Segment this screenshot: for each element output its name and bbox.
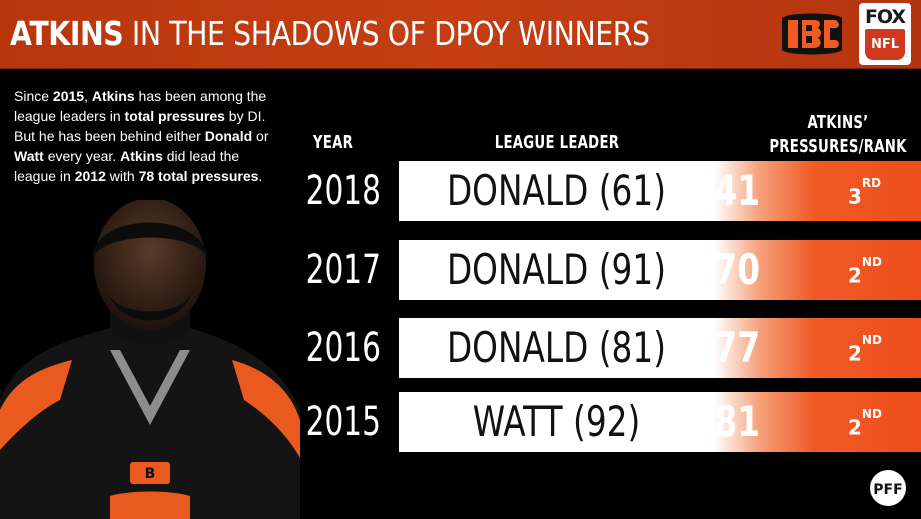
- player-photo: B: [0, 200, 300, 519]
- pressures-cell: [714, 318, 921, 378]
- blurb-text: has been among the league leaders in: [14, 88, 267, 124]
- col-head-league-leader: LEAGUE LEADER: [494, 132, 620, 153]
- leader-cell: WATT (92): [399, 392, 714, 452]
- atkins-rank: 2ND: [848, 318, 882, 378]
- rank-suffix: ND: [861, 333, 882, 347]
- row-year: 2015: [305, 399, 381, 445]
- table-row: 2017 DONALD (91) 70 2ND: [296, 240, 921, 300]
- blurb-emphasis: 2015: [52, 88, 85, 104]
- blurb-text: by DI. But he has been behind either: [14, 108, 266, 144]
- pressures-cell: [714, 161, 921, 221]
- row-year: 2016: [305, 325, 381, 371]
- col-head-pressures-line1: ATKINS’: [807, 112, 869, 133]
- league-leader-name: DONALD (81): [446, 323, 667, 372]
- blurb-text: with: [105, 168, 139, 184]
- rank-number: 3: [848, 184, 862, 209]
- blurb-text: every year.: [43, 148, 121, 164]
- title-bar: ATKINS IN THE SHADOWS OF DPOY WINNERS FO…: [0, 0, 921, 69]
- blurb-emphasis: total pressures: [124, 108, 225, 124]
- blurb-text: or: [252, 128, 269, 144]
- page-title: ATKINS IN THE SHADOWS OF DPOY WINNERS: [10, 14, 650, 53]
- league-leader-name: WATT (92): [472, 397, 641, 446]
- pressures-cell: [714, 240, 921, 300]
- intro-blurb: Since 2015, Atkins has been among the le…: [14, 86, 276, 186]
- col-head-year: YEAR: [312, 132, 354, 153]
- fox-logo-text: FOX: [864, 6, 906, 28]
- fox-nfl-logo: FOX NFL: [859, 3, 911, 65]
- blurb-emphasis: Atkins: [91, 88, 135, 104]
- leader-cell: DONALD (61): [399, 161, 714, 221]
- rank-suffix: RD: [861, 176, 882, 190]
- blurb-emphasis: Atkins: [120, 148, 163, 164]
- row-year: 2018: [305, 168, 381, 214]
- atkins-rank: 3RD: [848, 161, 881, 221]
- atkins-pressures: 41: [714, 166, 760, 215]
- blurb-emphasis: 2012: [74, 168, 106, 184]
- nfl-shield-icon: NFL: [865, 29, 905, 60]
- rank-suffix: ND: [861, 255, 882, 269]
- pff-logo-icon: PFF: [870, 470, 906, 506]
- pressures-cell: [714, 392, 921, 452]
- blurb-emphasis: 78 total pressures: [138, 168, 259, 184]
- atkins-pressures: 70: [714, 245, 760, 294]
- leader-cell: DONALD (81): [399, 318, 714, 378]
- leader-cell: DONALD (91): [399, 240, 714, 300]
- pff-logo-text: PFF: [873, 482, 902, 498]
- blurb-emphasis: Donald: [204, 128, 253, 144]
- blurb-text: Since: [14, 88, 53, 104]
- league-leader-name: DONALD (61): [446, 166, 667, 215]
- blurb-text: .: [258, 168, 263, 184]
- table-row: 2018 DONALD (61) 41 3RD: [296, 161, 921, 221]
- blurb-text: ,: [84, 88, 92, 104]
- svg-text:B: B: [145, 466, 156, 482]
- blurb-text: did lead the league in: [14, 148, 240, 184]
- blurb-emphasis: Watt: [14, 148, 44, 164]
- bengals-logo-icon: [782, 13, 842, 55]
- atkins-pressures: 77: [714, 323, 760, 372]
- rank-number: 2: [848, 263, 862, 288]
- atkins-pressures: 81: [714, 397, 760, 446]
- table-row: 2015 WATT (92) 81 2ND: [296, 392, 921, 452]
- col-head-pressures-line2: PRESSURES/RANK: [769, 136, 907, 157]
- atkins-rank: 2ND: [848, 240, 882, 300]
- table-row: 2016 DONALD (81) 77 2ND: [296, 318, 921, 378]
- rank-suffix: ND: [861, 407, 882, 421]
- league-leader-name: DONALD (91): [446, 245, 667, 294]
- title-subtitle: IN THE SHADOWS OF DPOY WINNERS: [123, 14, 650, 53]
- row-year: 2017: [305, 247, 381, 293]
- rank-number: 2: [848, 341, 862, 366]
- rank-number: 2: [848, 415, 862, 440]
- atkins-rank: 2ND: [848, 392, 882, 452]
- title-name: ATKINS: [10, 14, 124, 53]
